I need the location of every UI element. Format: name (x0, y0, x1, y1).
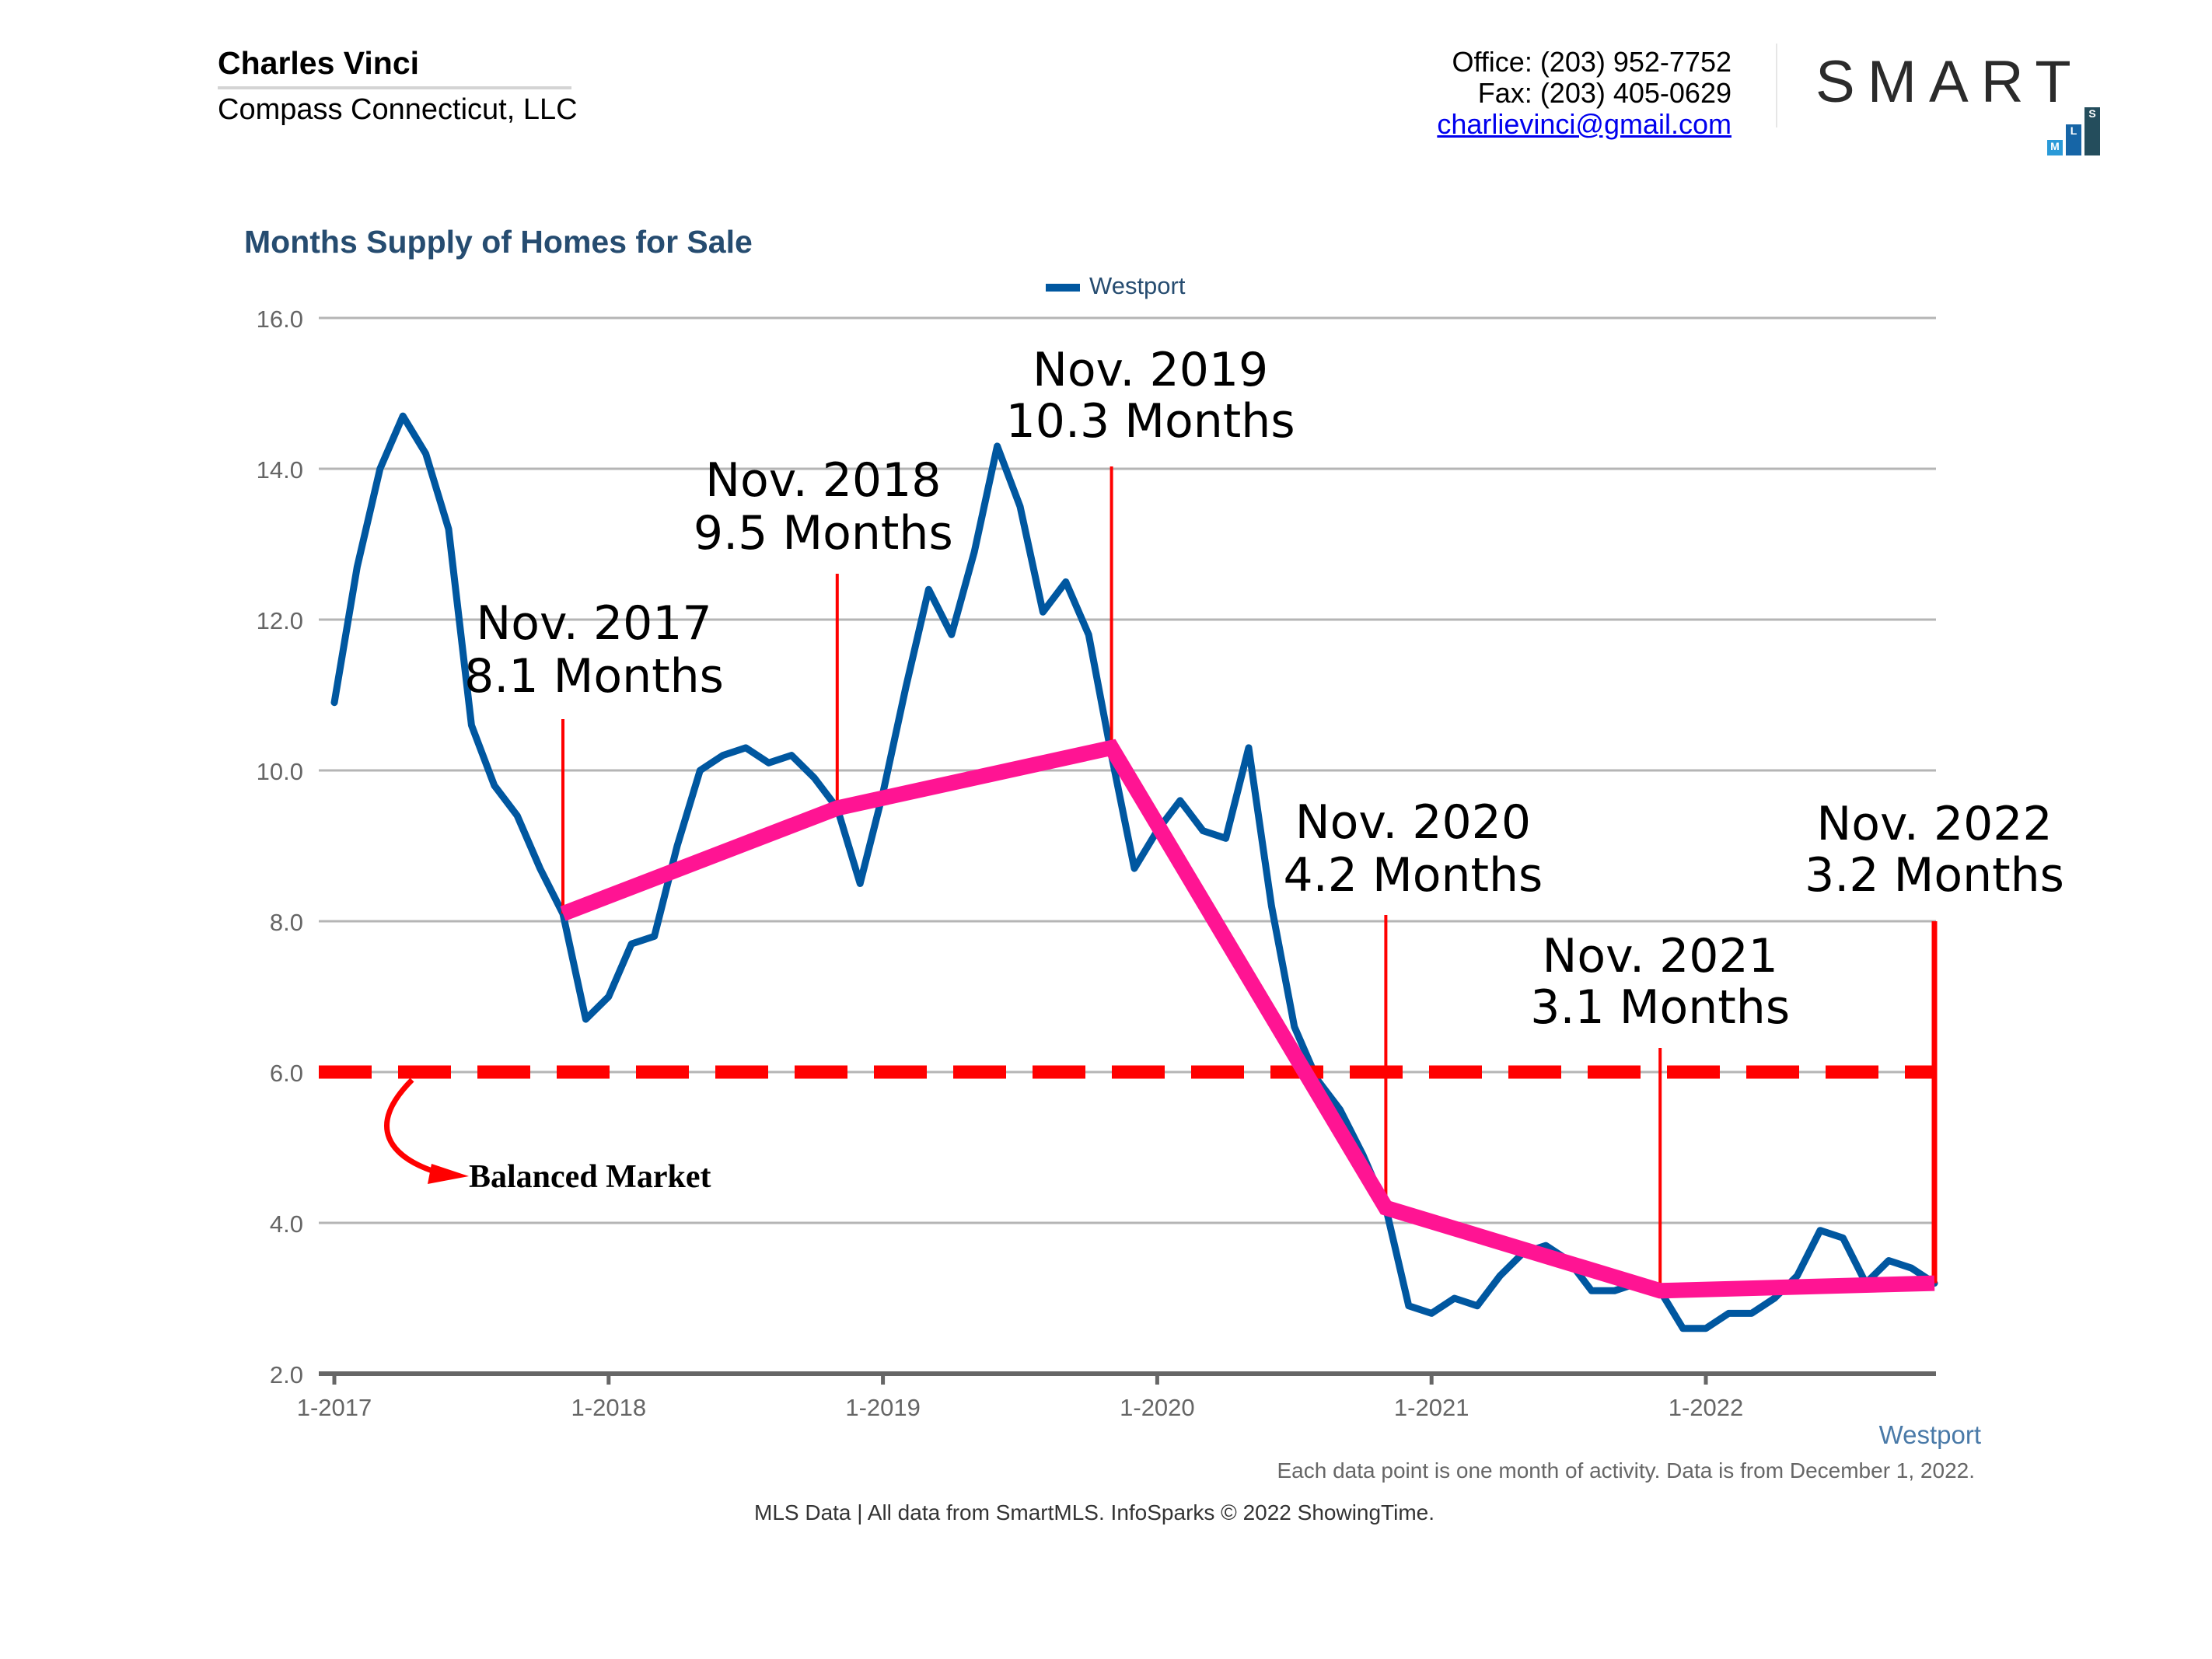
email-link[interactable]: charlievinci@gmail.com (1437, 108, 1732, 140)
y-tick-label: 10.0 (257, 758, 303, 785)
logo-text: SMART (1815, 49, 2084, 115)
agent-company: Compass Connecticut, LLC (218, 93, 578, 126)
x-tick-label: 1-2018 (571, 1394, 647, 1421)
chart-title: Months Supply of Homes for Sale (244, 224, 753, 260)
annotation-value: 3.1 Months (1530, 980, 1790, 1035)
legend-swatch (1046, 283, 1080, 292)
november-trend-line (560, 739, 1935, 1299)
header-separator (1776, 44, 1777, 127)
contact-block: Office: (203) 952-7752 Fax: (203) 405-06… (1437, 47, 1732, 140)
y-tick-label: 6.0 (270, 1060, 303, 1087)
y-tick-label: 14.0 (257, 456, 303, 484)
y-tick-label: 2.0 (270, 1361, 303, 1388)
logo-bar-l: L (2066, 124, 2081, 155)
office-phone: Office: (203) 952-7752 (1452, 46, 1732, 78)
annotation-value: 9.5 Months (694, 506, 953, 561)
x-tick-label: 1-2022 (1669, 1394, 1744, 1421)
balanced-market-label: Balanced Market (469, 1159, 711, 1195)
chart-legend: Westport (1046, 272, 1185, 300)
logo-bar-m: M (2047, 140, 2063, 155)
agent-name: Charles Vinci (218, 45, 420, 81)
x-tick-label: 1-2020 (1120, 1394, 1195, 1421)
x-tick-label: 1-2021 (1394, 1394, 1469, 1421)
footer-note: Each data point is one month of activity… (1277, 1458, 1976, 1483)
x-tick-label: 1-2017 (297, 1394, 372, 1421)
arrow-head-icon (428, 1164, 469, 1184)
y-tick-label: 4.0 (270, 1210, 303, 1238)
annotation-date: Nov. 2022 (1816, 797, 2052, 851)
logo-bar-s: S (2084, 107, 2100, 155)
annotation-date: Nov. 2017 (476, 596, 711, 651)
annotation-value: 3.2 Months (1805, 848, 2064, 903)
y-tick-label: 8.0 (270, 909, 303, 936)
footer-source: MLS Data | All data from SmartMLS. InfoS… (754, 1500, 1435, 1525)
y-tick-label: 16.0 (257, 306, 303, 333)
annotation-value: 8.1 Months (464, 649, 724, 704)
x-tick-label: 1-2019 (845, 1394, 921, 1421)
footer-series-label: Westport (1878, 1420, 1981, 1449)
annotation-date: Nov. 2018 (705, 453, 941, 508)
annotation-date: Nov. 2020 (1295, 795, 1531, 850)
fax-number: Fax: (203) 405-0629 (1477, 77, 1732, 109)
annotation-value: 10.3 Months (1006, 394, 1295, 449)
annotation-date: Nov. 2019 (1033, 343, 1268, 397)
header-divider (218, 86, 571, 89)
balanced-market-arrow (384, 1077, 441, 1176)
legend-label: Westport (1089, 272, 1186, 299)
y-tick-label: 12.0 (257, 607, 303, 634)
annotation-date: Nov. 2021 (1543, 929, 1778, 983)
annotation-value: 4.2 Months (1283, 848, 1543, 903)
